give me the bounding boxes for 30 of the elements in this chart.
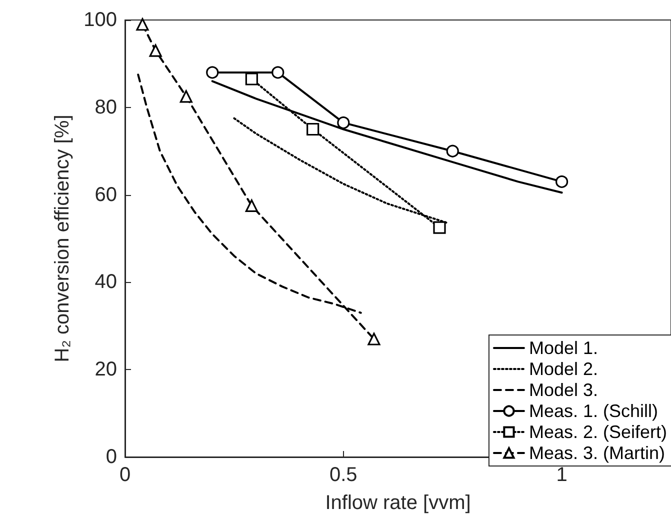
legend-label: Model 1. bbox=[528, 338, 598, 358]
legend-label: Meas. 3. (Martin) bbox=[528, 443, 665, 463]
point bbox=[245, 72, 258, 86]
x-tick-label: 0.5 bbox=[329, 464, 358, 486]
point bbox=[149, 44, 162, 57]
y-tick-label: 0 bbox=[106, 446, 117, 468]
legend-label: Meas. 1. (Schill) bbox=[528, 401, 658, 421]
x-tick-label: 1 bbox=[556, 464, 568, 486]
y-tick-label: 40 bbox=[94, 271, 117, 294]
y-tick-label: 20 bbox=[94, 358, 117, 381]
y-axis-title: H₂ conversion efficiency [%] bbox=[52, 114, 74, 362]
point bbox=[368, 332, 380, 346]
y-tick-label: 60 bbox=[94, 184, 117, 206]
point bbox=[136, 18, 149, 31]
y-tick-label: 80 bbox=[94, 96, 117, 118]
point bbox=[245, 199, 258, 212]
point bbox=[272, 66, 284, 79]
point bbox=[433, 221, 446, 234]
y-tick-label: 100 bbox=[84, 9, 117, 31]
point bbox=[206, 66, 219, 79]
point bbox=[180, 90, 192, 103]
legend-label: Model 2. bbox=[528, 359, 598, 379]
legend-label: Meas. 2. (Seifert) bbox=[528, 422, 668, 442]
point bbox=[556, 175, 568, 188]
x-axis-title: Inflow rate [vvm] bbox=[325, 492, 471, 514]
x-tick-label: 0 bbox=[119, 464, 131, 486]
point bbox=[306, 122, 320, 136]
point bbox=[446, 144, 459, 158]
legend-label: Model 3. bbox=[528, 380, 598, 400]
point bbox=[337, 116, 350, 129]
